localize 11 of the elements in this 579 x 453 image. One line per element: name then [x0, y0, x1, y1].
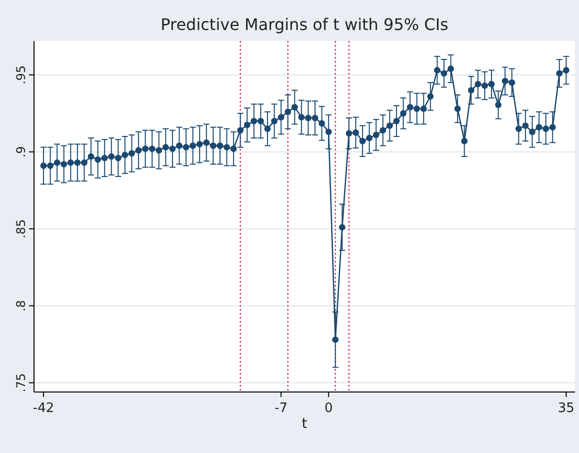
x-tick-label: -7 — [274, 401, 288, 416]
x-tick-label: 35 — [558, 401, 574, 416]
y-tick-label: .75 — [14, 373, 28, 392]
x-axis-title: t — [302, 416, 308, 432]
y-tick-label: .8 — [14, 300, 28, 312]
x-tick-label: 0 — [324, 401, 333, 416]
y-tick-label: .9 — [14, 146, 28, 158]
y-tick-label: .95 — [14, 65, 28, 84]
chart-title: Predictive Margins of t with 95% CIs — [160, 15, 448, 34]
y-tick-label: .85 — [14, 219, 28, 238]
x-tick-label: -42 — [32, 401, 54, 416]
